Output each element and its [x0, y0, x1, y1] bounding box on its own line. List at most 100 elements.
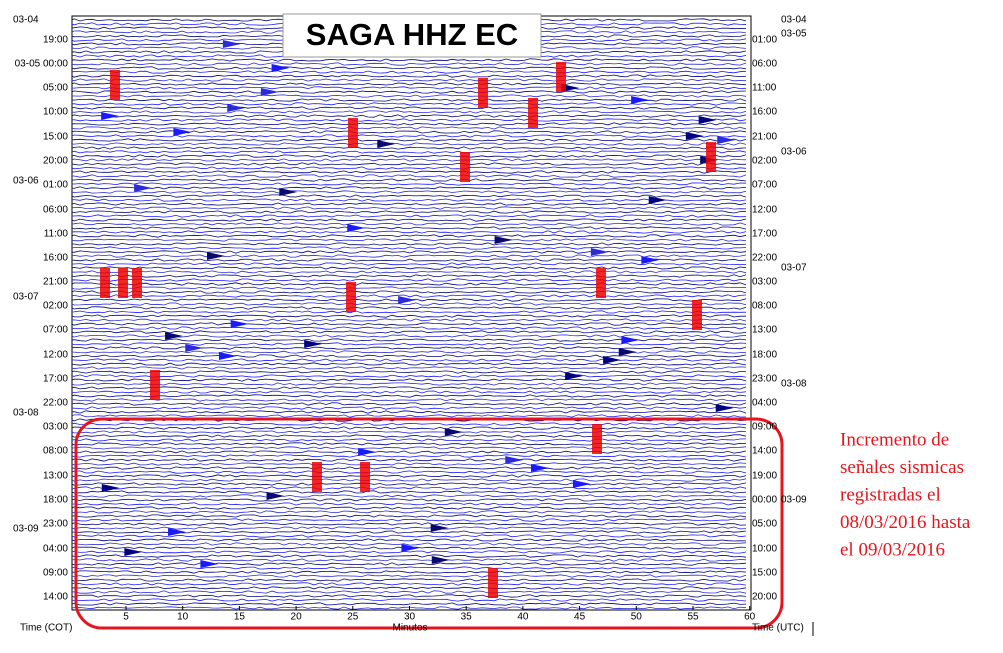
trace	[71, 398, 747, 402]
trace	[71, 194, 747, 198]
trace	[72, 170, 747, 174]
burst	[488, 568, 498, 598]
trace	[71, 434, 747, 438]
left-label: 15:00	[43, 132, 68, 143]
x-tick-label: 40	[517, 612, 529, 623]
trace	[71, 506, 747, 510]
left-label: 03-06	[13, 176, 39, 187]
event	[494, 236, 513, 244]
right-label: 03-07	[781, 263, 807, 274]
event	[101, 484, 120, 492]
event	[572, 480, 591, 488]
trace	[71, 290, 747, 294]
trace	[71, 454, 747, 458]
burst	[110, 70, 120, 100]
left-label: 16:00	[43, 253, 68, 264]
trace	[71, 210, 747, 214]
burst	[150, 370, 160, 400]
trace	[71, 582, 747, 586]
right-label: 16:00	[752, 107, 777, 118]
plot-frame	[71, 15, 752, 611]
trace	[71, 438, 747, 442]
burst	[100, 268, 110, 298]
event	[260, 88, 279, 96]
trace	[72, 502, 747, 506]
trace	[71, 542, 747, 546]
trace	[71, 570, 747, 574]
trace	[71, 342, 747, 346]
trace	[72, 214, 747, 218]
trace	[71, 382, 747, 386]
trace	[71, 402, 747, 406]
right-label: 15:00	[752, 568, 777, 579]
trace	[71, 110, 747, 114]
trace	[71, 334, 747, 338]
trace	[71, 238, 747, 242]
trace	[71, 90, 747, 94]
trace	[71, 370, 746, 374]
left-label: 03-08	[13, 408, 39, 419]
x-tick-label: 10	[177, 612, 189, 623]
trace	[71, 518, 747, 522]
trace	[71, 346, 747, 350]
left-label: 21:00	[43, 277, 68, 288]
trace	[71, 362, 747, 366]
burst	[348, 118, 358, 148]
trace	[72, 174, 747, 178]
trace	[71, 150, 747, 154]
trace	[71, 462, 747, 466]
trace	[71, 598, 747, 602]
right-label: 21:00	[752, 132, 777, 143]
right-label: 18:00	[752, 350, 777, 361]
trace	[71, 566, 747, 570]
left-label: 07:00	[43, 325, 68, 336]
annotation-line: 08/03/2016 hasta	[840, 512, 971, 533]
burst	[592, 424, 602, 454]
trace	[71, 318, 747, 322]
left-label: 17:00	[43, 374, 68, 385]
trace	[71, 414, 747, 418]
chart-title: SAGA HHZ EC	[306, 17, 518, 52]
trace	[71, 306, 747, 310]
trace	[71, 286, 747, 290]
x-tick-label: 25	[347, 612, 359, 623]
trace	[72, 242, 747, 246]
trace	[71, 378, 747, 382]
trace	[71, 142, 747, 146]
trace	[71, 106, 747, 110]
right-label: 12:00	[752, 205, 777, 216]
trace	[71, 478, 747, 482]
left-label: 22:00	[43, 398, 68, 409]
burst	[132, 268, 142, 298]
event	[430, 524, 449, 532]
right-label: 19:00	[752, 471, 777, 482]
trace	[71, 282, 747, 286]
left-label: 09:00	[43, 568, 68, 579]
trace	[71, 442, 747, 446]
event	[715, 404, 734, 412]
trace	[71, 534, 747, 538]
trace	[71, 74, 746, 78]
right-label: 10:00	[752, 544, 777, 555]
trace	[71, 482, 747, 486]
trace	[71, 470, 747, 474]
trace	[71, 246, 747, 250]
trace	[72, 358, 747, 362]
event	[230, 320, 249, 328]
x-axis-center-label: Minutos	[392, 623, 427, 634]
trace	[71, 538, 747, 542]
trace	[71, 122, 746, 126]
left-label: 14:00	[43, 592, 68, 603]
trace	[71, 326, 747, 330]
trace	[71, 426, 747, 430]
trace	[71, 314, 746, 318]
event	[185, 344, 204, 352]
trace	[71, 206, 747, 210]
left-label: 04:00	[43, 544, 68, 555]
trace	[71, 62, 747, 66]
x-tick-label: 55	[687, 612, 699, 623]
trace	[71, 78, 747, 82]
trace	[71, 446, 747, 450]
left-label: 03-07	[13, 292, 39, 303]
event	[698, 116, 717, 124]
